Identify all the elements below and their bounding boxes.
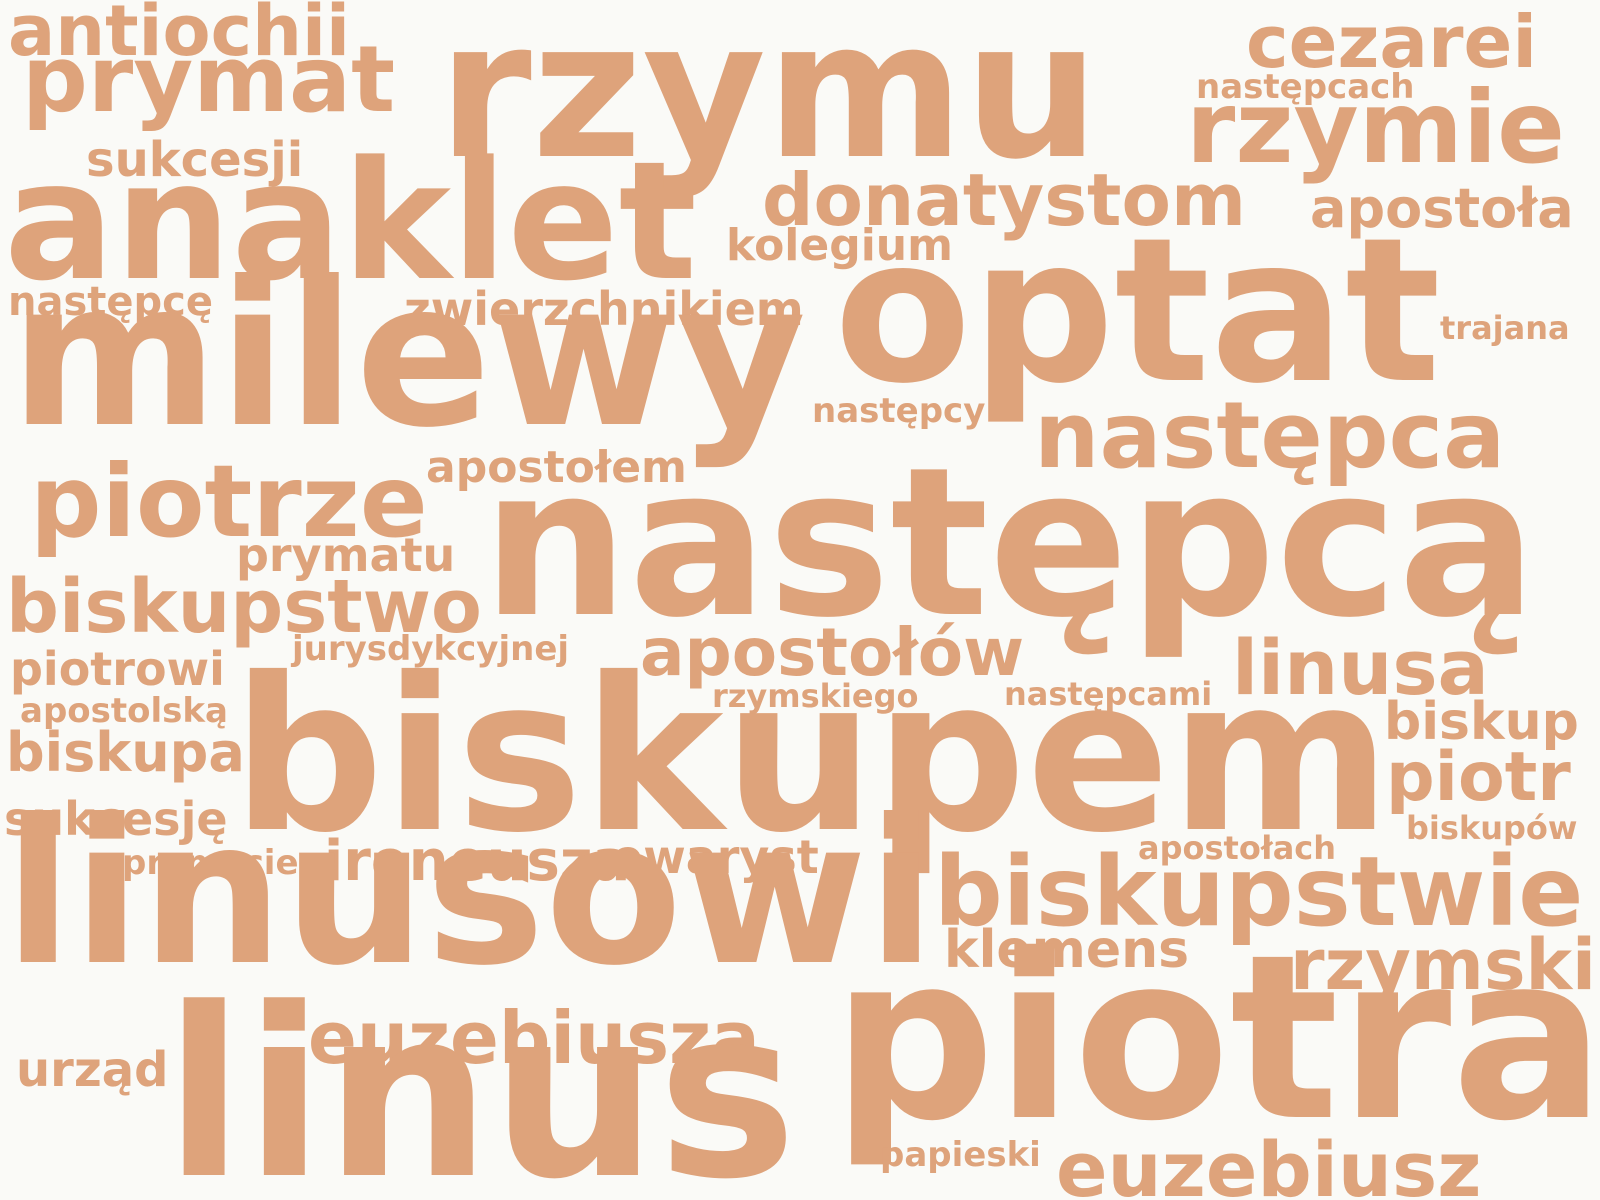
word-jurysdykcyjnej: jurysdykcyjnej bbox=[292, 629, 570, 669]
word-nastepce: następcę bbox=[8, 279, 213, 325]
word-biskup: biskup bbox=[1384, 692, 1579, 752]
word-sukcesje: sukcesję bbox=[4, 792, 228, 846]
word-linus: linus bbox=[164, 959, 797, 1200]
word-biskupow: biskupów bbox=[1406, 809, 1578, 847]
word-optat: optat bbox=[834, 195, 1441, 428]
word-rzymski: rzymski bbox=[1290, 924, 1597, 1006]
word-linusa: linusa bbox=[1232, 623, 1489, 712]
word-biskupstwie: biskupstwie bbox=[934, 836, 1584, 948]
word-apostolow: apostołów bbox=[640, 614, 1025, 691]
word-urzad: urząd bbox=[16, 1042, 169, 1098]
word-piotra: piotra bbox=[832, 905, 1600, 1171]
word-klemens: klemens bbox=[944, 920, 1190, 980]
word-anaklet: anaklet bbox=[4, 126, 697, 317]
word-nastepca-a: następca bbox=[1034, 382, 1506, 489]
word-kolegium: kolegium bbox=[726, 220, 953, 271]
word-nastepcami: następcami bbox=[1004, 675, 1213, 713]
word-piotrze: piotrze bbox=[30, 443, 428, 560]
word-milewy: milewy bbox=[10, 239, 807, 472]
word-donatystom: donatystom bbox=[762, 158, 1246, 242]
word-biskupem: biskupem bbox=[232, 632, 1391, 879]
word-rzymie: rzymie bbox=[1186, 69, 1566, 186]
word-zwierzchnikiem: zwierzchnikiem bbox=[404, 282, 804, 336]
word-ewaryst: ewaryst bbox=[612, 830, 819, 884]
word-piotr: piotr bbox=[1386, 738, 1571, 817]
word-trajana: trajana bbox=[1440, 309, 1570, 347]
word-euzebiusz: euzebiusz bbox=[1056, 1125, 1482, 1200]
word-euzebiusza: euzebiusza bbox=[308, 996, 760, 1080]
word-apostolska: apostolską bbox=[20, 691, 228, 731]
word-sukcesji: sukcesji bbox=[86, 132, 304, 188]
word-rzymu: rzymu bbox=[438, 0, 1100, 201]
word-papieski: papieski bbox=[880, 1135, 1041, 1175]
word-nastepcach: następcach bbox=[1196, 67, 1415, 107]
word-piotrowi: piotrowi bbox=[10, 642, 225, 696]
word-ireneusza: ireneusza bbox=[324, 829, 631, 894]
word-apostolach: apostołach bbox=[1138, 829, 1337, 867]
word-prymatu: prymatu bbox=[236, 528, 456, 582]
word-prymacie: prymacie bbox=[122, 843, 299, 883]
word-biskupstwo: biskupstwo bbox=[6, 564, 482, 650]
word-nastepcy: następcy bbox=[812, 391, 986, 431]
word-antiochii: antiochii bbox=[8, 0, 350, 72]
word-apostolem: apostołem bbox=[426, 442, 687, 493]
word-prymat: prymat bbox=[22, 26, 396, 133]
word-cezarei: cezarei bbox=[1246, 0, 1538, 84]
word-biskupa: biskupa bbox=[6, 721, 245, 784]
word-rzymskiego: rzymskiego bbox=[712, 677, 919, 715]
word-apostola: apostoła bbox=[1310, 177, 1574, 240]
word-nastepca-b: następcą bbox=[482, 423, 1538, 663]
word-linusowi: linusowi bbox=[4, 777, 936, 1010]
